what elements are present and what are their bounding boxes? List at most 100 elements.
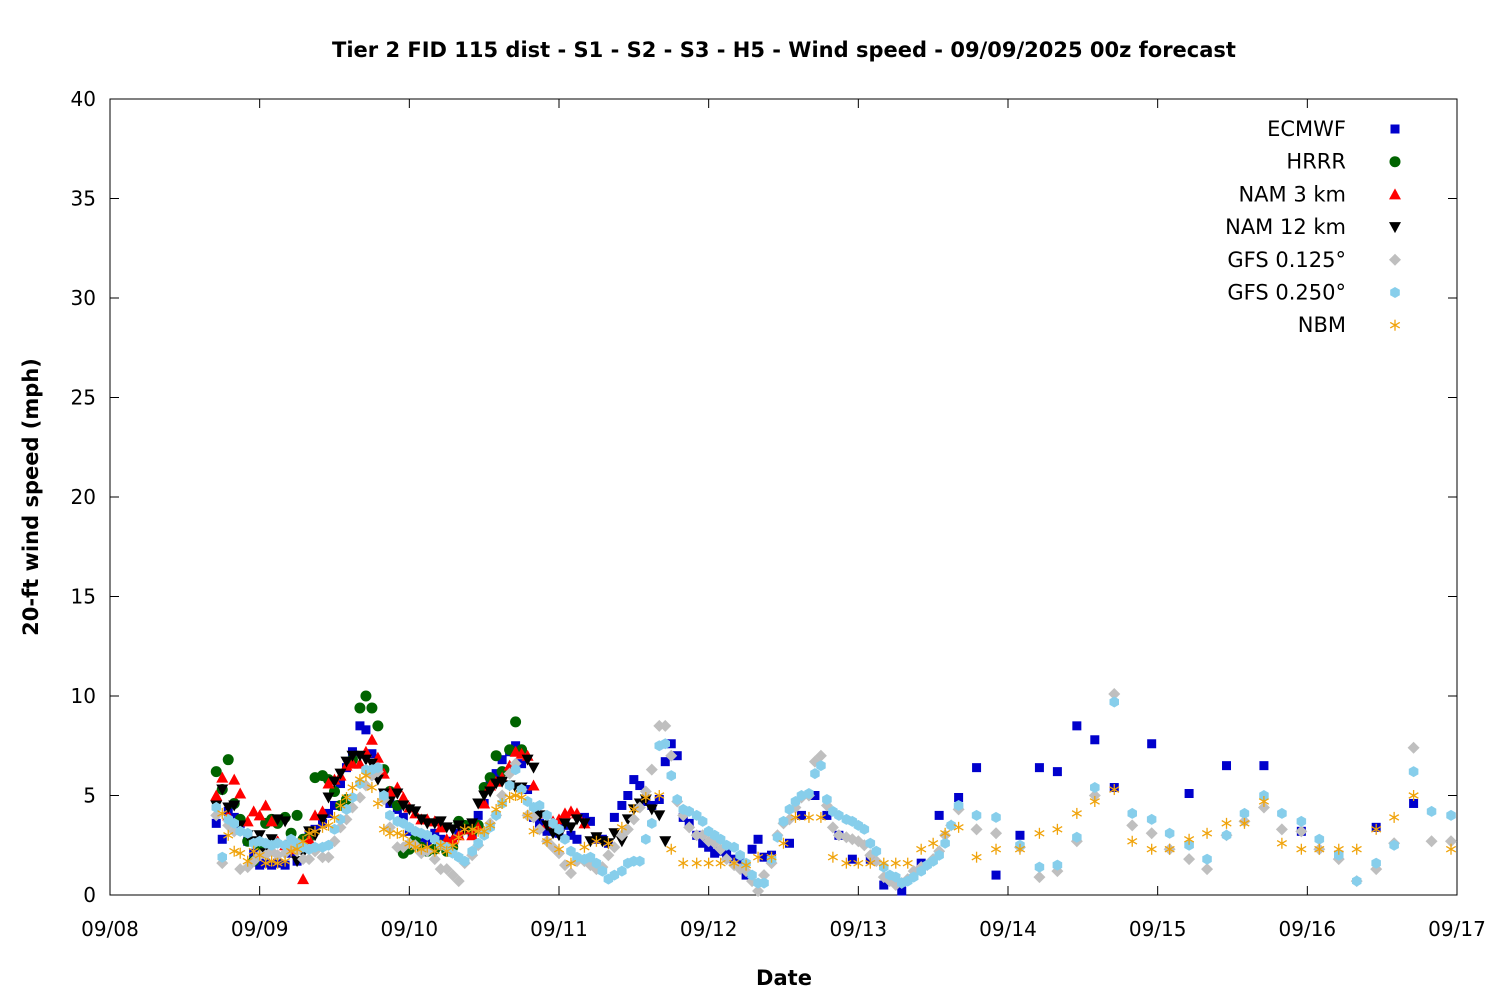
data-point (365, 733, 378, 745)
data-point (322, 777, 335, 789)
data-point (1201, 863, 1214, 876)
data-point (645, 804, 658, 816)
chart-title: Tier 2 FID 115 dist - S1 - S2 - S3 - H5 … (332, 38, 1236, 62)
data-point (441, 845, 452, 857)
data-point (1425, 835, 1438, 848)
data-point (309, 809, 322, 821)
data-point (317, 821, 328, 833)
x-tick-label: 09/13 (830, 917, 888, 941)
data-point (747, 869, 757, 881)
data-point (822, 794, 832, 805)
data-point (322, 851, 335, 864)
data-point (253, 809, 266, 821)
data-point (279, 816, 292, 828)
data-point (972, 763, 982, 773)
data-point (810, 768, 820, 780)
data-point (522, 809, 533, 821)
data-point (1109, 696, 1119, 708)
data-point (354, 702, 366, 714)
data-point (784, 838, 794, 848)
data-point (908, 871, 919, 883)
y-tick-label: 30 (71, 286, 96, 310)
data-point (478, 790, 491, 802)
data-point (1034, 763, 1044, 773)
data-point (804, 788, 814, 799)
data-point (778, 815, 789, 827)
data-point (510, 790, 521, 801)
y-tick-label: 15 (71, 585, 96, 609)
data-point (729, 857, 740, 869)
data-point (683, 821, 696, 834)
x-tick-label: 09/14 (979, 917, 1037, 941)
data-point (541, 835, 553, 847)
data-point (597, 865, 608, 877)
data-point (242, 827, 253, 839)
x-axis-label: Date (756, 966, 812, 990)
data-point (752, 851, 764, 863)
data-point (242, 855, 253, 867)
data-point (329, 823, 340, 835)
x-tick-label: 09/17 (1428, 917, 1486, 941)
data-point (485, 819, 496, 831)
data-point (379, 790, 389, 801)
data-point (496, 776, 509, 788)
data-point (303, 827, 315, 839)
data-point (1052, 767, 1062, 777)
data-point (1108, 688, 1121, 701)
data-point (1371, 823, 1382, 835)
data-point (335, 799, 346, 811)
data-point (1239, 817, 1250, 829)
data-point (1314, 843, 1325, 855)
data-point (1445, 843, 1457, 855)
data-point (659, 719, 672, 732)
data-point (615, 836, 628, 848)
data-point (391, 788, 404, 800)
x-tick-label: 09/15 (1129, 917, 1187, 941)
data-point (1277, 807, 1287, 819)
data-point (1201, 827, 1213, 839)
legend: ECMWF HRRR NAM 3 km NAM 12 km GFS 0.125° GFS … (1225, 117, 1401, 337)
data-point (710, 848, 720, 858)
data-point (940, 827, 951, 839)
data-point (659, 836, 672, 848)
data-point (759, 877, 769, 889)
data-point (360, 770, 372, 782)
data-point (528, 825, 539, 837)
data-point (392, 827, 403, 839)
data-point (452, 820, 465, 832)
data-point (1295, 825, 1308, 838)
data-point (729, 841, 739, 853)
y-axis: 0 5 10 15 20 25 30 35 40 (71, 87, 1457, 907)
data-point (660, 757, 670, 767)
data-point (834, 809, 844, 821)
data-point (510, 716, 522, 728)
data-point (1276, 837, 1287, 849)
data-point (971, 809, 982, 821)
data-point (1296, 815, 1307, 827)
data-point (467, 845, 477, 857)
y-tick-label: 20 (71, 485, 96, 509)
data-point (527, 779, 540, 791)
data-point (971, 851, 982, 863)
data-point (554, 823, 564, 835)
data-point (210, 766, 222, 778)
legend-marker (1389, 222, 1401, 234)
data-point (210, 789, 223, 801)
data-point (859, 823, 870, 835)
data-point (1389, 811, 1400, 823)
data-point (609, 869, 620, 881)
data-point (991, 870, 1001, 880)
data-point (467, 823, 478, 835)
data-point (1314, 833, 1325, 845)
data-point (747, 844, 757, 854)
y-tick-label: 10 (71, 684, 96, 708)
legend-marker (1390, 124, 1400, 134)
data-point (1408, 766, 1419, 778)
data-point (1147, 739, 1157, 749)
data-point (1389, 839, 1399, 851)
series-gfs-0-250- (211, 696, 1456, 889)
data-point (640, 791, 651, 803)
data-point (216, 771, 229, 783)
data-point (534, 800, 545, 811)
data-point (954, 792, 964, 802)
